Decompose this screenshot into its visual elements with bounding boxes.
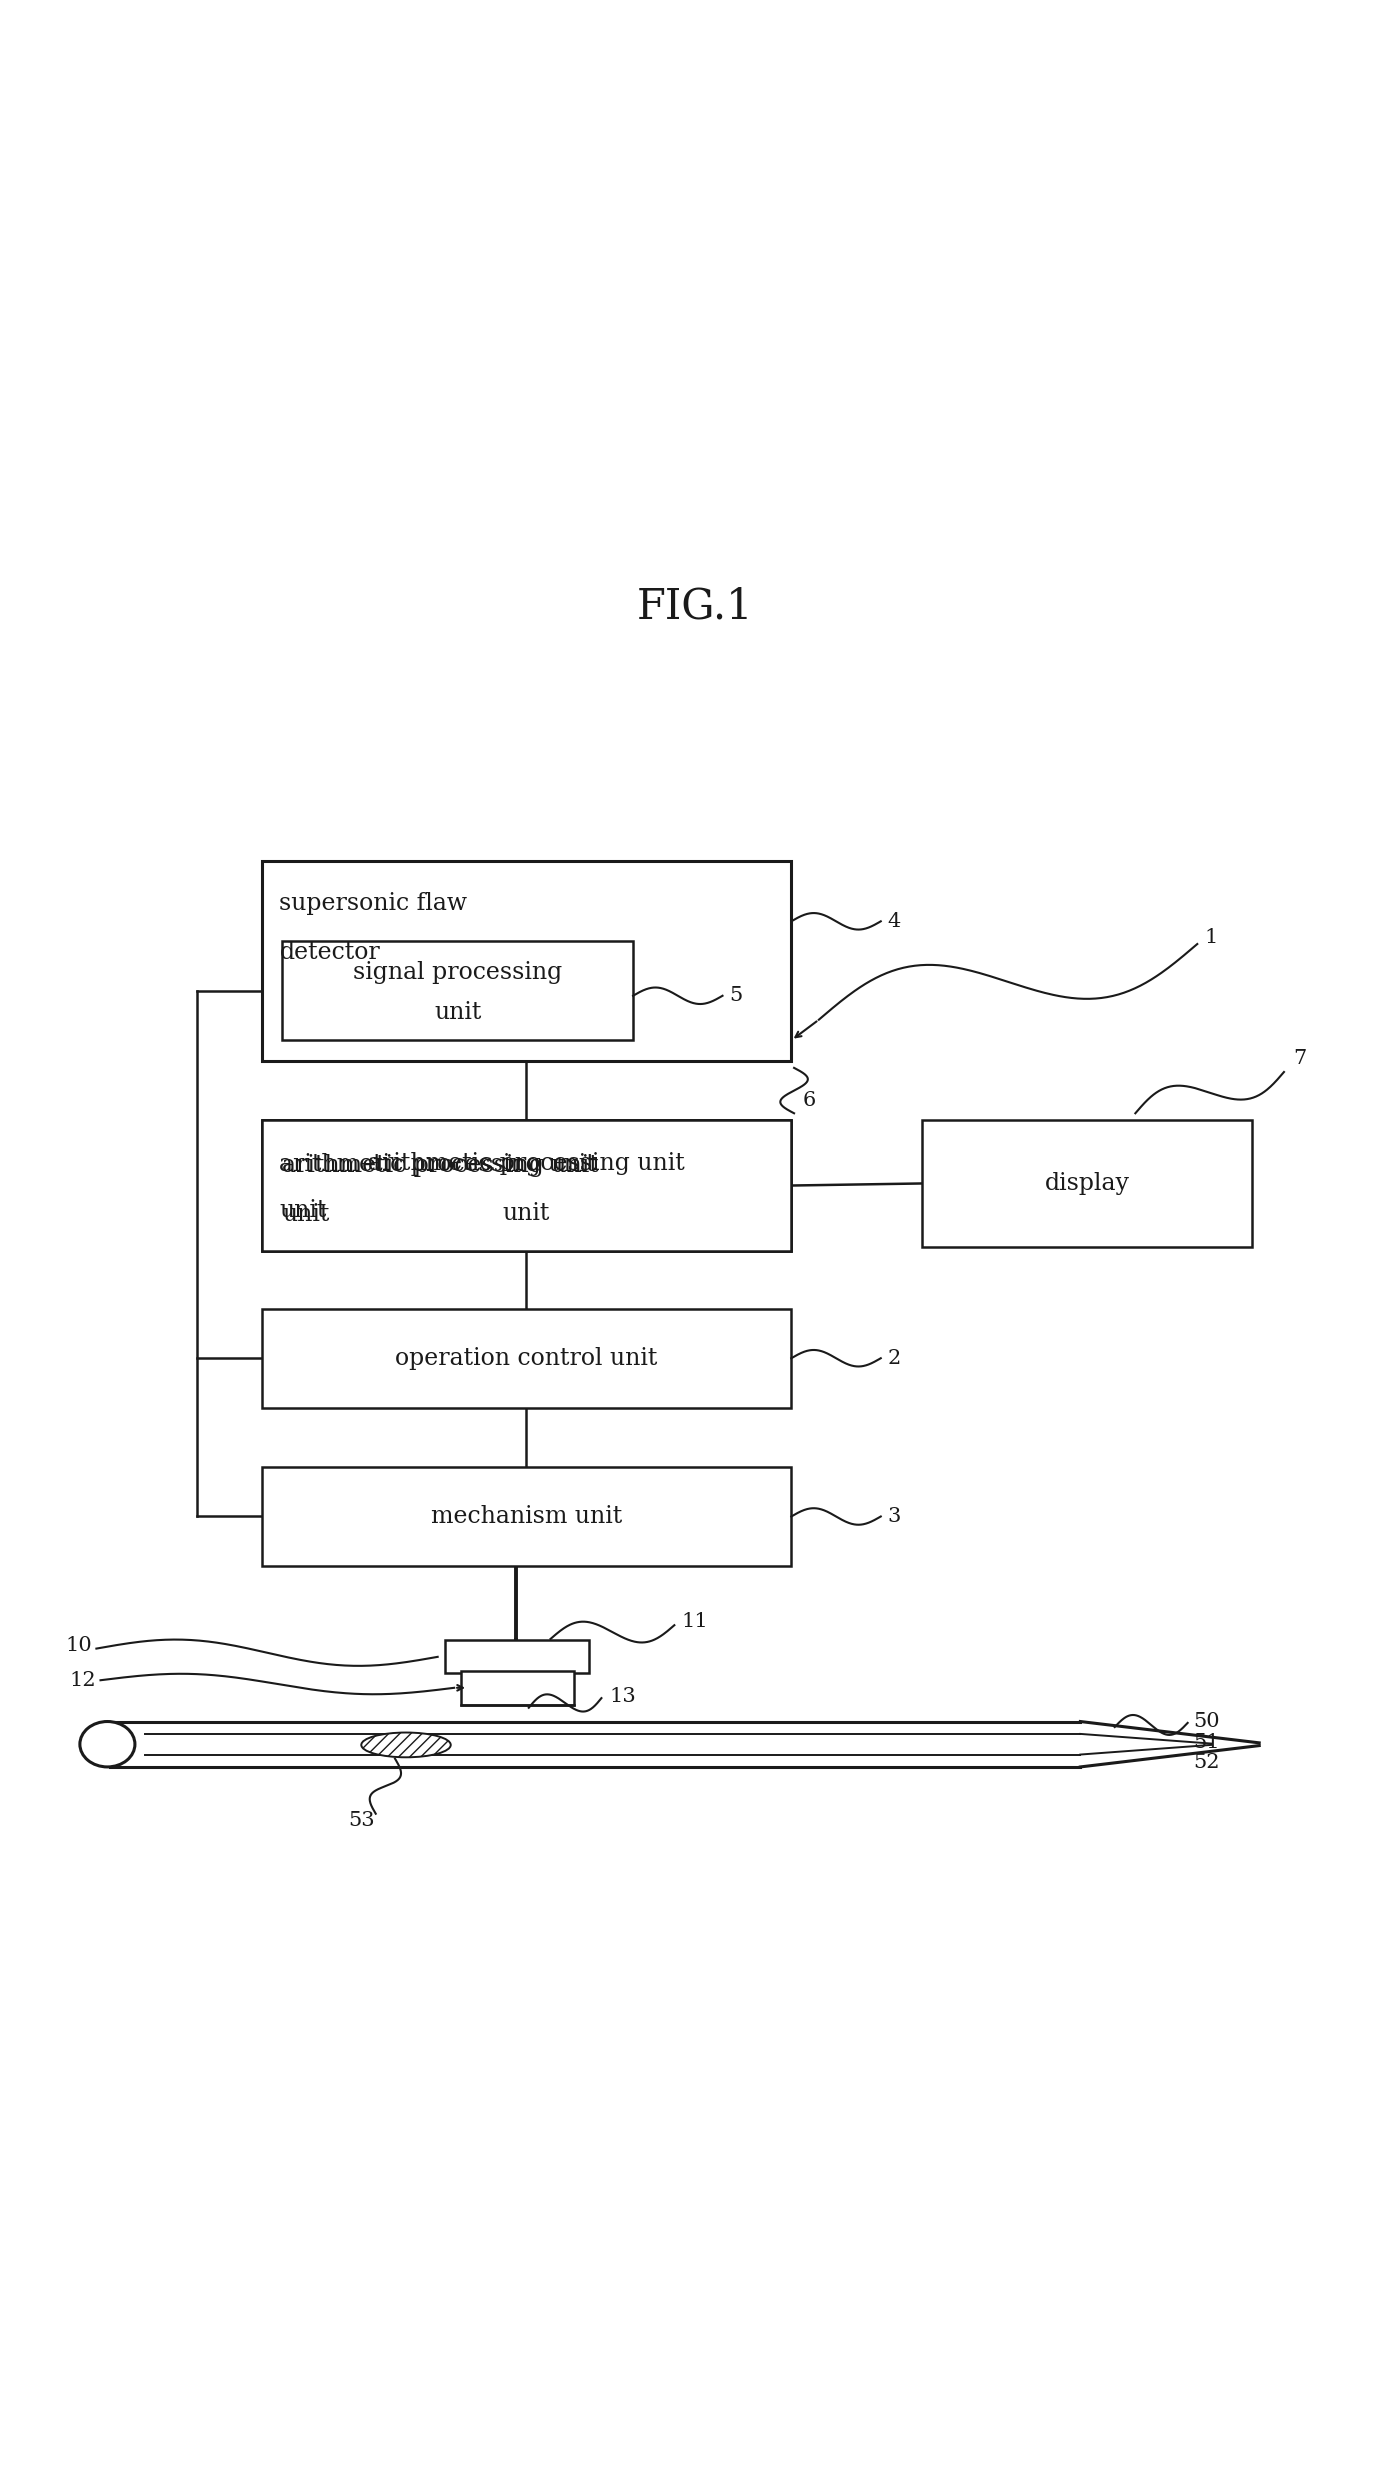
Bar [261, 1467, 791, 1566]
Text: 11: 11 [681, 1613, 708, 1630]
Text: 3: 3 [888, 1507, 901, 1526]
Bar [261, 1120, 791, 1250]
Bar [282, 942, 632, 1041]
Text: 6: 6 [802, 1092, 816, 1110]
Text: unit: unit [282, 1203, 329, 1226]
Text: 2: 2 [888, 1349, 901, 1369]
Text: operation control unit: operation control unit [395, 1346, 657, 1369]
Ellipse shape [361, 1734, 450, 1758]
Text: mechanism unit: mechanism unit [431, 1504, 623, 1529]
Text: display: display [1045, 1171, 1130, 1196]
Bar [461, 1669, 574, 1704]
Text: arithmetic processing unit: arithmetic processing unit [368, 1152, 685, 1174]
Text: supersonic flaw: supersonic flaw [279, 893, 467, 915]
Bar [261, 1120, 791, 1250]
Text: 50: 50 [1193, 1711, 1220, 1731]
Text: signal processing: signal processing [353, 962, 562, 984]
Bar [261, 1120, 791, 1250]
Text: 4: 4 [888, 912, 901, 930]
Text: 5: 5 [730, 986, 742, 1006]
Text: unit: unit [279, 1198, 327, 1221]
Text: 13: 13 [610, 1687, 637, 1706]
Bar [261, 1309, 791, 1408]
Text: 12: 12 [70, 1672, 96, 1689]
Text: unit: unit [434, 1001, 481, 1023]
Text: detector: detector [279, 942, 379, 964]
Text: unit: unit [503, 1201, 550, 1226]
Text: 10: 10 [65, 1637, 92, 1655]
Bar [445, 1640, 589, 1674]
Text: arithmetic processing unit: arithmetic processing unit [282, 1154, 599, 1176]
Text: FIG.1: FIG.1 [637, 587, 753, 629]
Bar [922, 1120, 1252, 1248]
Text: 53: 53 [349, 1810, 375, 1830]
Text: 52: 52 [1193, 1753, 1219, 1773]
Ellipse shape [79, 1721, 135, 1768]
Text: arithmetic processing unit: arithmetic processing unit [279, 1154, 596, 1176]
Text: 1: 1 [1204, 927, 1218, 947]
Bar [261, 861, 791, 1060]
Text: 7: 7 [1294, 1048, 1307, 1068]
Text: 51: 51 [1193, 1734, 1220, 1751]
